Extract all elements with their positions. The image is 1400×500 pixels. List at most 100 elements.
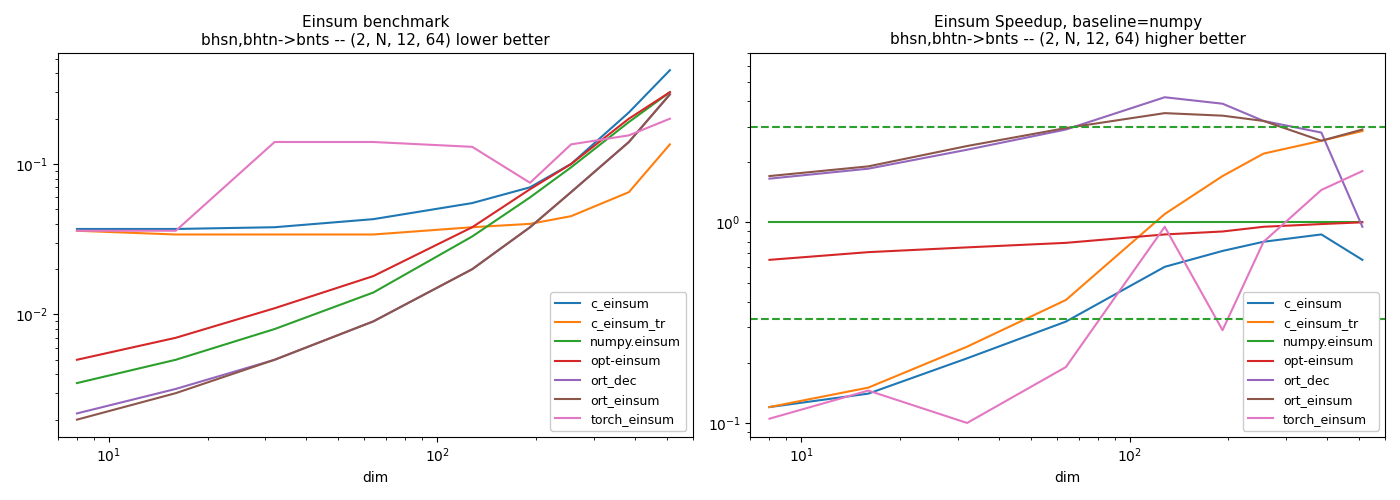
- numpy.einsum: [762, 220, 778, 226]
- numpy.einsum: [1354, 220, 1371, 226]
- opt-einsum: [365, 273, 382, 279]
- ort_dec: [365, 318, 382, 324]
- c_einsum: [762, 404, 778, 410]
- c_einsum: [959, 356, 976, 362]
- opt-einsum: [563, 161, 580, 167]
- c_einsum_tr: [959, 344, 976, 349]
- c_einsum: [522, 184, 539, 190]
- Line: numpy.einsum: numpy.einsum: [77, 92, 669, 383]
- ort_einsum: [1354, 126, 1371, 132]
- ort_einsum: [266, 357, 283, 363]
- numpy.einsum: [563, 164, 580, 170]
- opt-einsum: [1057, 240, 1074, 246]
- numpy.einsum: [1256, 220, 1273, 226]
- ort_einsum: [620, 139, 637, 145]
- c_einsum: [1313, 232, 1330, 237]
- numpy.einsum: [959, 220, 976, 226]
- ort_dec: [463, 266, 480, 272]
- numpy.einsum: [463, 234, 480, 239]
- opt-einsum: [762, 257, 778, 263]
- Title: Einsum benchmark
bhsn,bhtn->bnts -- (2, N, 12, 64) lower better: Einsum benchmark bhsn,bhtn->bnts -- (2, …: [200, 15, 550, 48]
- ort_dec: [762, 176, 778, 182]
- Legend: c_einsum, c_einsum_tr, numpy.einsum, opt-einsum, ort_dec, ort_einsum, torch_eins: c_einsum, c_einsum_tr, numpy.einsum, opt…: [1243, 292, 1379, 431]
- opt-einsum: [1156, 232, 1173, 237]
- c_einsum: [661, 67, 678, 73]
- opt-einsum: [1256, 224, 1273, 230]
- torch_einsum: [860, 388, 876, 394]
- ort_dec: [1256, 118, 1273, 124]
- c_einsum_tr: [463, 224, 480, 230]
- ort_dec: [959, 146, 976, 152]
- numpy.einsum: [69, 380, 85, 386]
- c_einsum: [463, 200, 480, 206]
- ort_einsum: [69, 416, 85, 422]
- ort_dec: [1354, 224, 1371, 230]
- opt-einsum: [69, 357, 85, 363]
- ort_dec: [522, 224, 539, 230]
- ort_einsum: [168, 390, 185, 396]
- ort_einsum: [661, 92, 678, 98]
- torch_einsum: [522, 180, 539, 186]
- numpy.einsum: [266, 326, 283, 332]
- Line: c_einsum: c_einsum: [77, 70, 669, 229]
- c_einsum: [1354, 257, 1371, 263]
- Line: opt-einsum: opt-einsum: [77, 92, 669, 360]
- numpy.einsum: [1057, 220, 1074, 226]
- ort_einsum: [1214, 112, 1231, 118]
- ort_einsum: [522, 224, 539, 230]
- c_einsum_tr: [266, 232, 283, 237]
- c_einsum_tr: [860, 384, 876, 390]
- c_einsum_tr: [1256, 150, 1273, 156]
- ort_dec: [69, 410, 85, 416]
- numpy.einsum: [168, 357, 185, 363]
- numpy.einsum: [522, 194, 539, 200]
- opt-einsum: [522, 186, 539, 192]
- Line: ort_einsum: ort_einsum: [77, 94, 669, 419]
- ort_dec: [266, 357, 283, 363]
- Line: c_einsum_tr: c_einsum_tr: [770, 131, 1362, 407]
- torch_einsum: [661, 116, 678, 121]
- ort_einsum: [860, 164, 876, 170]
- opt-einsum: [661, 89, 678, 95]
- torch_einsum: [620, 132, 637, 138]
- ort_dec: [1313, 130, 1330, 136]
- c_einsum: [860, 390, 876, 396]
- c_einsum_tr: [620, 189, 637, 195]
- opt-einsum: [266, 305, 283, 311]
- c_einsum_tr: [69, 228, 85, 234]
- ort_einsum: [1256, 118, 1273, 124]
- opt-einsum: [1313, 221, 1330, 227]
- c_einsum_tr: [1354, 128, 1371, 134]
- Legend: c_einsum, c_einsum_tr, numpy.einsum, opt-einsum, ort_dec, ort_einsum, torch_eins: c_einsum, c_einsum_tr, numpy.einsum, opt…: [550, 292, 686, 431]
- ort_einsum: [1057, 125, 1074, 131]
- X-axis label: dim: dim: [1054, 471, 1081, 485]
- Line: ort_dec: ort_dec: [77, 94, 669, 413]
- c_einsum_tr: [1057, 297, 1074, 303]
- ort_einsum: [463, 266, 480, 272]
- torch_einsum: [1354, 168, 1371, 174]
- c_einsum_tr: [1156, 211, 1173, 217]
- ort_dec: [620, 139, 637, 145]
- Line: ort_dec: ort_dec: [770, 97, 1362, 227]
- c_einsum: [365, 216, 382, 222]
- Line: ort_einsum: ort_einsum: [770, 113, 1362, 176]
- ort_einsum: [762, 173, 778, 179]
- torch_einsum: [762, 416, 778, 422]
- torch_einsum: [69, 228, 85, 234]
- X-axis label: dim: dim: [363, 471, 388, 485]
- opt-einsum: [860, 249, 876, 255]
- c_einsum_tr: [762, 404, 778, 410]
- numpy.einsum: [860, 220, 876, 226]
- torch_einsum: [463, 144, 480, 150]
- c_einsum: [69, 226, 85, 232]
- numpy.einsum: [1313, 220, 1330, 226]
- ort_einsum: [1313, 138, 1330, 143]
- torch_einsum: [1313, 187, 1330, 193]
- numpy.einsum: [1156, 220, 1173, 226]
- torch_einsum: [168, 228, 185, 234]
- c_einsum: [620, 110, 637, 116]
- torch_einsum: [365, 139, 382, 145]
- ort_dec: [860, 166, 876, 172]
- opt-einsum: [620, 116, 637, 121]
- Line: torch_einsum: torch_einsum: [770, 171, 1362, 423]
